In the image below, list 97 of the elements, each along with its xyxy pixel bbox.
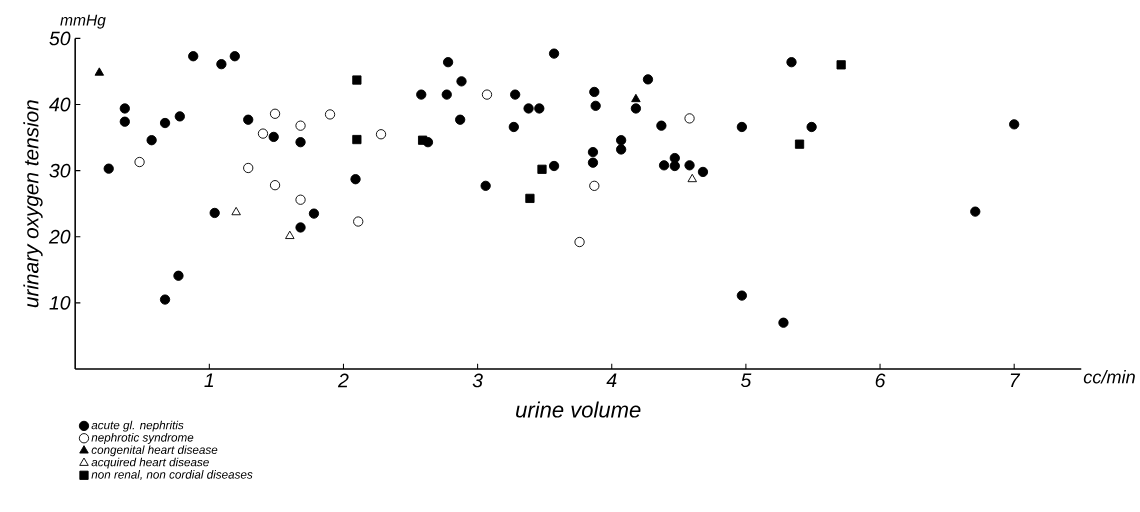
point bbox=[94, 67, 105, 76]
point bbox=[736, 121, 747, 132]
legend-label: acquired heart disease bbox=[91, 457, 209, 469]
x-axis-title: urine volume bbox=[516, 401, 641, 418]
point bbox=[352, 134, 362, 144]
point bbox=[456, 76, 467, 87]
point bbox=[350, 173, 361, 185]
point bbox=[441, 89, 452, 100]
point bbox=[616, 134, 627, 146]
legend-label: nephrotic syndrome bbox=[91, 432, 194, 444]
point bbox=[375, 128, 387, 140]
point bbox=[146, 134, 157, 146]
point bbox=[159, 117, 171, 128]
point bbox=[268, 131, 279, 142]
y-axis-title: urinary oxygen tension bbox=[23, 100, 43, 307]
point bbox=[173, 270, 184, 281]
point bbox=[188, 50, 199, 62]
point bbox=[442, 56, 454, 68]
point bbox=[295, 222, 306, 233]
point bbox=[269, 179, 281, 191]
x-tick-label: 7 bbox=[1010, 373, 1021, 387]
point bbox=[243, 114, 254, 125]
point bbox=[216, 58, 227, 70]
point bbox=[548, 160, 560, 171]
point bbox=[970, 206, 981, 217]
y-tick-label: 40 bbox=[49, 97, 71, 112]
point bbox=[103, 163, 114, 174]
point bbox=[548, 48, 560, 59]
point bbox=[642, 74, 654, 85]
point bbox=[523, 103, 534, 114]
point bbox=[687, 173, 697, 182]
y-tick-label: 30 bbox=[49, 163, 71, 178]
point bbox=[525, 193, 535, 203]
point bbox=[631, 93, 641, 102]
point bbox=[589, 86, 600, 97]
point bbox=[269, 108, 281, 119]
y-tick-label: 50 bbox=[49, 31, 71, 46]
point bbox=[658, 159, 670, 171]
point bbox=[209, 207, 220, 218]
point bbox=[481, 89, 493, 100]
point bbox=[508, 121, 519, 132]
point bbox=[587, 146, 599, 158]
point bbox=[697, 166, 709, 177]
x-tick-label: 2 bbox=[337, 373, 349, 387]
point bbox=[119, 103, 130, 114]
legend-label: non renal, non cordial diseases bbox=[91, 469, 253, 480]
point bbox=[736, 290, 747, 301]
point bbox=[174, 111, 185, 122]
point bbox=[295, 194, 306, 205]
point bbox=[589, 180, 600, 191]
point bbox=[353, 216, 364, 227]
legend-label: congenital heart disease bbox=[91, 445, 218, 457]
point bbox=[119, 116, 130, 127]
point bbox=[656, 120, 667, 131]
point bbox=[510, 89, 521, 100]
x-tick-label: 3 bbox=[472, 373, 483, 388]
point bbox=[778, 317, 789, 328]
point bbox=[352, 75, 362, 85]
point bbox=[684, 159, 695, 171]
point bbox=[455, 114, 466, 125]
point bbox=[229, 50, 240, 62]
point bbox=[324, 109, 336, 120]
point bbox=[616, 144, 627, 155]
x-tick-label: 4 bbox=[606, 373, 617, 387]
point bbox=[295, 136, 306, 148]
point bbox=[786, 56, 797, 68]
point bbox=[534, 103, 545, 114]
point bbox=[134, 156, 145, 167]
x-tick-label: 1 bbox=[204, 373, 214, 387]
legend-label: acute gl. nephritis bbox=[91, 420, 184, 432]
point bbox=[669, 160, 680, 171]
point bbox=[836, 59, 846, 70]
point bbox=[416, 89, 427, 100]
text: cc/min bbox=[1083, 369, 1135, 384]
point bbox=[806, 121, 817, 132]
point bbox=[295, 120, 306, 131]
point bbox=[418, 135, 428, 145]
point bbox=[574, 236, 585, 247]
point bbox=[537, 164, 547, 174]
y-tick-label: 10 bbox=[49, 295, 71, 310]
x-tick-label: 6 bbox=[875, 373, 886, 388]
x-tick-label: 5 bbox=[740, 373, 752, 387]
y-tick-label: 20 bbox=[48, 229, 71, 244]
text: mmHg bbox=[60, 14, 106, 29]
point bbox=[159, 294, 171, 305]
point bbox=[480, 180, 491, 191]
point bbox=[630, 103, 642, 114]
point bbox=[243, 162, 254, 173]
point bbox=[684, 113, 695, 124]
point bbox=[257, 128, 269, 139]
point bbox=[231, 206, 241, 215]
point bbox=[587, 157, 599, 168]
point bbox=[1009, 118, 1020, 130]
point bbox=[590, 100, 601, 111]
point bbox=[285, 230, 295, 239]
point bbox=[308, 208, 320, 219]
point bbox=[794, 139, 805, 149]
